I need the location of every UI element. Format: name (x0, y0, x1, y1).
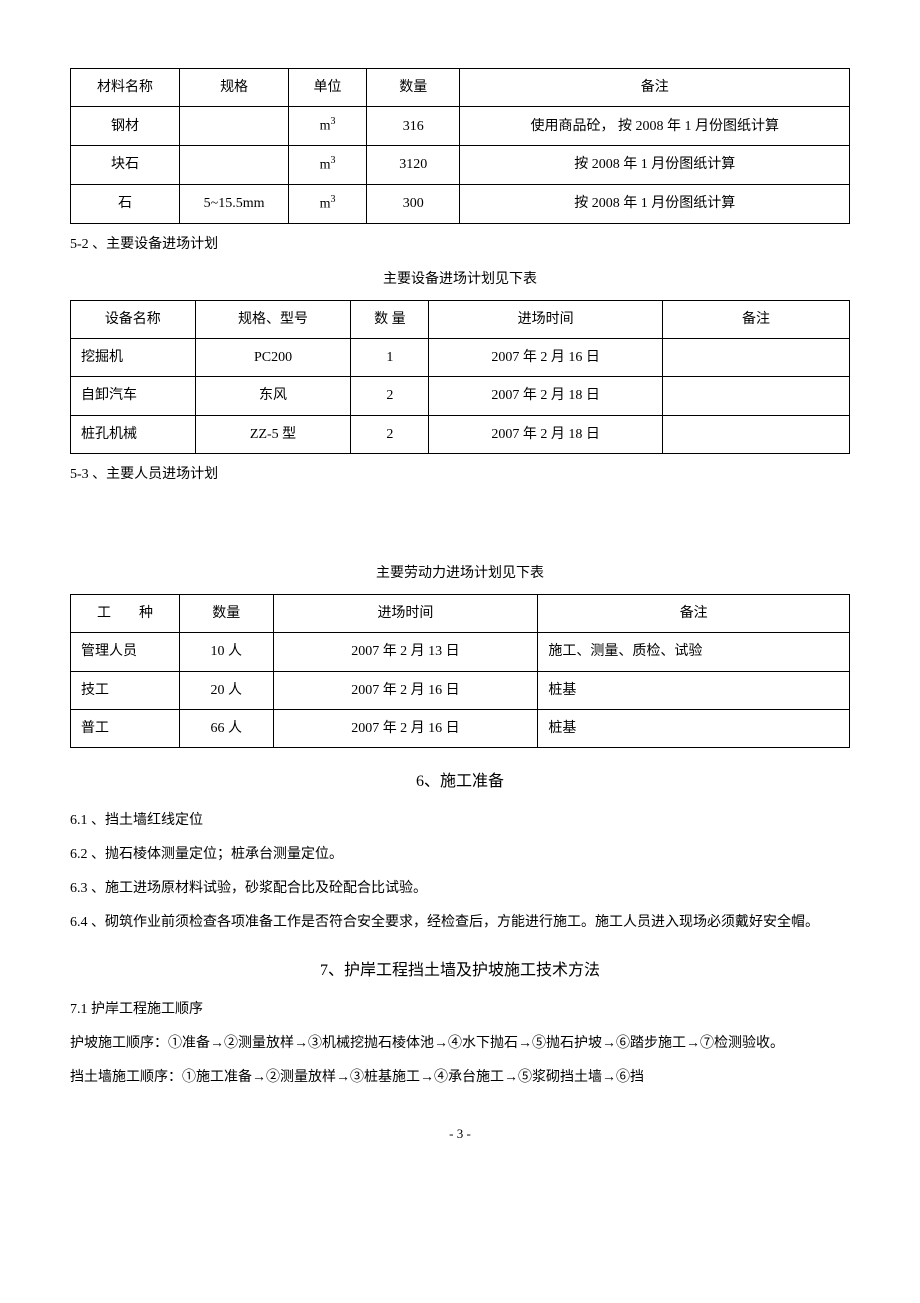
cell (663, 377, 850, 415)
cell: 桩基 (538, 671, 850, 709)
col-header: 数 量 (351, 301, 429, 339)
cell: 2 (351, 377, 429, 415)
cell (663, 415, 850, 453)
cell: 66 人 (180, 709, 273, 747)
paragraph: 护坡施工顺序：①准备→②测量放样→③机械挖抛石棱体池→④水下抛石→⑤抛石护坡→⑥… (70, 1030, 850, 1058)
cell: 1 (351, 339, 429, 377)
heading-7: 7、护岸工程挡土墙及护坡施工技术方法 (70, 957, 850, 986)
cell (180, 107, 289, 146)
cell: 施工、测量、质检、试验 (538, 633, 850, 671)
col-header: 备注 (663, 301, 850, 339)
cell: 5~15.5mm (180, 184, 289, 223)
cell: 按 2008 年 1 月份图纸计算 (460, 146, 850, 185)
cell: 2007 年 2 月 18 日 (429, 377, 663, 415)
table-row: 石 5~15.5mm m3 300 按 2008 年 1 月份图纸计算 (71, 184, 850, 223)
table-row: 块石 m3 3120 按 2008 年 1 月份图纸计算 (71, 146, 850, 185)
cell: 桩孔机械 (71, 415, 196, 453)
equipment-table: 设备名称 规格、型号 数 量 进场时间 备注 挖掘机 PC200 1 2007 … (70, 300, 850, 454)
cell: 技工 (71, 671, 180, 709)
table-row: 管理人员 10 人 2007 年 2 月 13 日 施工、测量、质检、试验 (71, 633, 850, 671)
table-row: 技工 20 人 2007 年 2 月 16 日 桩基 (71, 671, 850, 709)
table-row: 桩孔机械 ZZ-5 型 2 2007 年 2 月 18 日 (71, 415, 850, 453)
col-header: 进场时间 (429, 301, 663, 339)
col-header: 规格 (180, 69, 289, 107)
col-header: 数量 (180, 595, 273, 633)
cell: ZZ-5 型 (195, 415, 351, 453)
page-number: - 3 - (70, 1122, 850, 1145)
cell: 316 (366, 107, 459, 146)
cell: 20 人 (180, 671, 273, 709)
cell (180, 146, 289, 185)
col-header: 设备名称 (71, 301, 196, 339)
cell: 钢材 (71, 107, 180, 146)
cell: 2007 年 2 月 18 日 (429, 415, 663, 453)
paragraph: 6.1 、挡土墙红线定位 (70, 807, 850, 835)
labor-table: 工 种 数量 进场时间 备注 管理人员 10 人 2007 年 2 月 13 日… (70, 594, 850, 748)
table-caption: 主要劳动力进场计划见下表 (70, 561, 850, 586)
table-row: 普工 66 人 2007 年 2 月 16 日 桩基 (71, 709, 850, 747)
paragraph: 6.3 、施工进场原材料试验，砂浆配合比及砼配合比试验。 (70, 875, 850, 903)
cell: m3 (289, 146, 367, 185)
cell: 2007 年 2 月 16 日 (273, 709, 538, 747)
col-header: 单位 (289, 69, 367, 107)
cell: 挖掘机 (71, 339, 196, 377)
paragraph: 6.4 、砌筑作业前须检查各项准备工作是否符合安全要求，经检查后，方能进行施工。… (70, 909, 850, 937)
col-header: 备注 (460, 69, 850, 107)
cell: 10 人 (180, 633, 273, 671)
heading-6: 6、施工准备 (70, 768, 850, 797)
cell: 石 (71, 184, 180, 223)
table-caption: 主要设备进场计划见下表 (70, 267, 850, 292)
table-row: 挖掘机 PC200 1 2007 年 2 月 16 日 (71, 339, 850, 377)
cell: 2007 年 2 月 13 日 (273, 633, 538, 671)
cell: 2007 年 2 月 16 日 (273, 671, 538, 709)
subsection-5-2: 5-2 、主要设备进场计划 (70, 232, 850, 257)
cell: 东风 (195, 377, 351, 415)
table-header-row: 工 种 数量 进场时间 备注 (71, 595, 850, 633)
table-header-row: 材料名称 规格 单位 数量 备注 (71, 69, 850, 107)
subsection-5-3: 5-3 、主要人员进场计划 (70, 462, 850, 487)
cell: 2007 年 2 月 16 日 (429, 339, 663, 377)
col-header: 备注 (538, 595, 850, 633)
table-header-row: 设备名称 规格、型号 数 量 进场时间 备注 (71, 301, 850, 339)
cell: 块石 (71, 146, 180, 185)
cell: 普工 (71, 709, 180, 747)
paragraph: 挡土墙施工顺序：①施工准备→②测量放样→③桩基施工→④承台施工→⑤浆砌挡土墙→⑥… (70, 1064, 850, 1092)
paragraph: 7.1 护岸工程施工顺序 (70, 996, 850, 1024)
cell: 按 2008 年 1 月份图纸计算 (460, 184, 850, 223)
cell: 300 (366, 184, 459, 223)
table-row: 钢材 m3 316 使用商品砼， 按 2008 年 1 月份图纸计算 (71, 107, 850, 146)
cell: PC200 (195, 339, 351, 377)
cell: 2 (351, 415, 429, 453)
cell: m3 (289, 107, 367, 146)
paragraph: 6.2 、抛石棱体测量定位；桩承台测量定位。 (70, 841, 850, 869)
cell: 3120 (366, 146, 459, 185)
cell: 桩基 (538, 709, 850, 747)
table-row: 自卸汽车 东风 2 2007 年 2 月 18 日 (71, 377, 850, 415)
col-header: 规格、型号 (195, 301, 351, 339)
materials-table: 材料名称 规格 单位 数量 备注 钢材 m3 316 使用商品砼， 按 2008… (70, 68, 850, 224)
col-header: 数量 (366, 69, 459, 107)
cell: m3 (289, 184, 367, 223)
col-header: 进场时间 (273, 595, 538, 633)
cell: 自卸汽车 (71, 377, 196, 415)
cell (663, 339, 850, 377)
cell: 管理人员 (71, 633, 180, 671)
col-header: 材料名称 (71, 69, 180, 107)
cell: 使用商品砼， 按 2008 年 1 月份图纸计算 (460, 107, 850, 146)
col-header: 工 种 (71, 595, 180, 633)
